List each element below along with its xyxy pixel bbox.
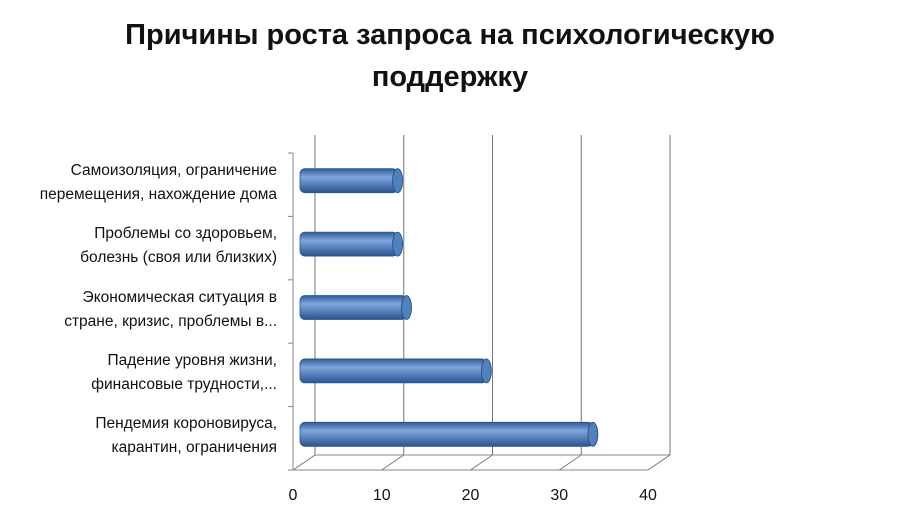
y-tick-label: Пендемия короновируса, карантин, огранич… — [95, 415, 277, 457]
y-tick-label: Падение уровня жизни, финансовые труднос… — [91, 351, 277, 393]
grid-line — [470, 454, 493, 471]
x-tick-label: 20 — [462, 487, 480, 504]
grid-line — [647, 454, 671, 471]
grid-line — [558, 454, 582, 471]
grid-line — [381, 454, 405, 471]
bar — [299, 168, 404, 194]
grid-line — [292, 454, 316, 471]
y-tick-label: Самоизоляция, ограничение перемещения, н… — [39, 161, 277, 203]
chart-title: Причины роста запроса на психологическую… — [125, 19, 775, 93]
bar — [299, 421, 599, 447]
x-tick-label: 0 — [289, 487, 298, 504]
bar — [299, 231, 404, 257]
x-tick-label: 40 — [639, 487, 657, 504]
x-tick-label: 30 — [550, 487, 568, 504]
y-tick-label: Экономическая ситуация в стране, кризис,… — [64, 288, 277, 330]
y-tick-label: Проблемы со здоровьем, болезнь (своя или… — [80, 225, 277, 267]
bar — [299, 295, 412, 320]
x-tick-label: 10 — [373, 487, 391, 504]
bar — [299, 358, 492, 384]
